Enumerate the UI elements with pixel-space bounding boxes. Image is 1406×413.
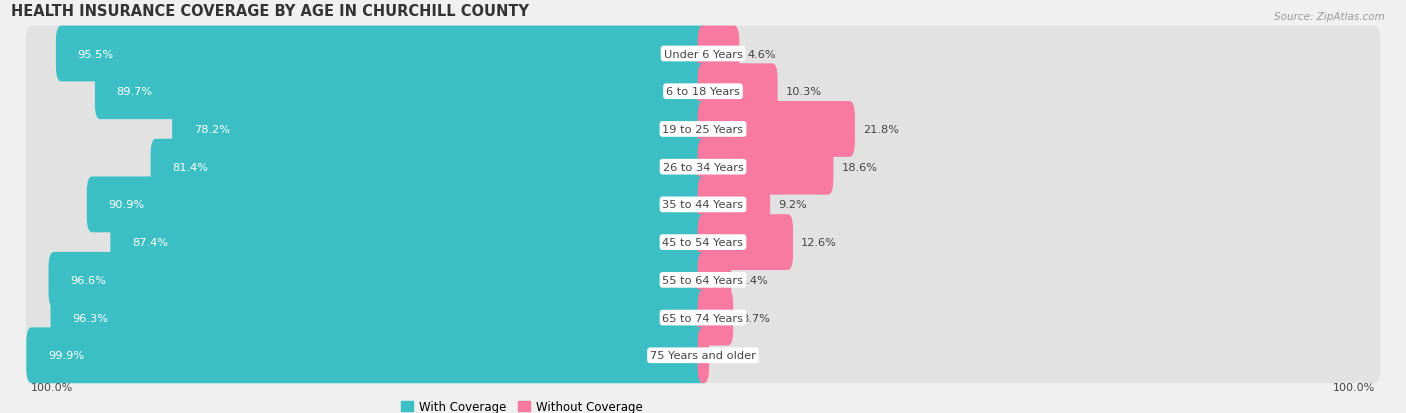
Text: 35 to 44 Years: 35 to 44 Years	[662, 200, 744, 210]
Text: 100.0%: 100.0%	[31, 382, 73, 392]
Text: 0.11%: 0.11%	[717, 351, 754, 361]
FancyBboxPatch shape	[25, 64, 1381, 120]
Text: 78.2%: 78.2%	[194, 125, 229, 135]
FancyBboxPatch shape	[697, 102, 855, 157]
FancyBboxPatch shape	[697, 252, 731, 308]
Text: 99.9%: 99.9%	[48, 351, 84, 361]
Text: 6 to 18 Years: 6 to 18 Years	[666, 87, 740, 97]
Text: 26 to 34 Years: 26 to 34 Years	[662, 162, 744, 172]
Text: 96.3%: 96.3%	[72, 313, 108, 323]
FancyBboxPatch shape	[25, 328, 1381, 383]
FancyBboxPatch shape	[51, 290, 709, 346]
Text: 3.4%: 3.4%	[740, 275, 768, 285]
FancyBboxPatch shape	[150, 140, 709, 195]
FancyBboxPatch shape	[25, 140, 1381, 195]
FancyBboxPatch shape	[56, 26, 709, 82]
FancyBboxPatch shape	[697, 215, 793, 271]
FancyBboxPatch shape	[697, 64, 778, 120]
FancyBboxPatch shape	[110, 215, 709, 271]
FancyBboxPatch shape	[25, 215, 1381, 271]
Text: 45 to 54 Years: 45 to 54 Years	[662, 237, 744, 247]
FancyBboxPatch shape	[25, 177, 1381, 233]
FancyBboxPatch shape	[172, 102, 709, 157]
Text: Source: ZipAtlas.com: Source: ZipAtlas.com	[1274, 12, 1385, 22]
Text: 95.5%: 95.5%	[77, 50, 114, 59]
Text: 100.0%: 100.0%	[1333, 382, 1375, 392]
Text: 4.6%: 4.6%	[748, 50, 776, 59]
Text: 81.4%: 81.4%	[172, 162, 208, 172]
Text: 21.8%: 21.8%	[863, 125, 898, 135]
Text: 9.2%: 9.2%	[779, 200, 807, 210]
FancyBboxPatch shape	[25, 102, 1381, 157]
Text: 10.3%: 10.3%	[786, 87, 821, 97]
FancyBboxPatch shape	[697, 140, 834, 195]
Text: HEALTH INSURANCE COVERAGE BY AGE IN CHURCHILL COUNTY: HEALTH INSURANCE COVERAGE BY AGE IN CHUR…	[11, 4, 529, 19]
FancyBboxPatch shape	[25, 252, 1381, 308]
FancyBboxPatch shape	[25, 26, 1381, 82]
Text: 3.7%: 3.7%	[741, 313, 770, 323]
Text: 55 to 64 Years: 55 to 64 Years	[662, 275, 744, 285]
FancyBboxPatch shape	[49, 252, 709, 308]
Text: 18.6%: 18.6%	[841, 162, 877, 172]
Text: 96.6%: 96.6%	[70, 275, 105, 285]
Text: 12.6%: 12.6%	[801, 237, 837, 247]
Text: 89.7%: 89.7%	[117, 87, 152, 97]
Text: 75 Years and older: 75 Years and older	[650, 351, 756, 361]
Text: 90.9%: 90.9%	[108, 200, 145, 210]
FancyBboxPatch shape	[94, 64, 709, 120]
FancyBboxPatch shape	[87, 177, 709, 233]
FancyBboxPatch shape	[25, 290, 1381, 346]
FancyBboxPatch shape	[697, 26, 740, 82]
Text: 65 to 74 Years: 65 to 74 Years	[662, 313, 744, 323]
Text: 87.4%: 87.4%	[132, 237, 167, 247]
Legend: With Coverage, Without Coverage: With Coverage, Without Coverage	[402, 400, 643, 413]
FancyBboxPatch shape	[697, 290, 734, 346]
Text: 19 to 25 Years: 19 to 25 Years	[662, 125, 744, 135]
FancyBboxPatch shape	[27, 328, 709, 383]
Text: Under 6 Years: Under 6 Years	[664, 50, 742, 59]
FancyBboxPatch shape	[697, 177, 770, 233]
FancyBboxPatch shape	[697, 328, 709, 383]
